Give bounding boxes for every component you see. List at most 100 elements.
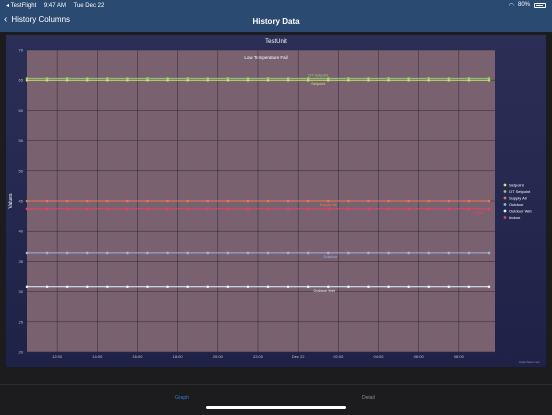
data-point bbox=[45, 207, 49, 211]
data-point bbox=[166, 77, 169, 80]
chart-container: TestUnit Low Temperature Fail Values Hig… bbox=[6, 35, 546, 367]
data-point bbox=[126, 251, 129, 255]
data-point bbox=[387, 285, 390, 289]
chart-credit: Highcharts.com bbox=[519, 360, 540, 364]
data-point bbox=[266, 207, 270, 211]
battery-percent: 80% bbox=[517, 2, 530, 8]
data-point bbox=[306, 207, 310, 211]
data-point bbox=[186, 207, 189, 211]
data-point bbox=[106, 251, 109, 255]
data-point bbox=[487, 77, 491, 80]
data-label: Outdoor Wet bbox=[314, 289, 336, 293]
navigation-bar: ‹ History Columns History Data bbox=[0, 10, 552, 32]
data-point bbox=[25, 251, 29, 255]
data-point bbox=[326, 78, 330, 82]
data-point bbox=[126, 78, 129, 82]
x-tick-label: 18:00 bbox=[173, 354, 184, 359]
data-point bbox=[226, 77, 230, 80]
data-point bbox=[407, 78, 410, 82]
data-point bbox=[146, 78, 149, 82]
data-point bbox=[65, 251, 69, 255]
data-point bbox=[467, 285, 471, 289]
data-point bbox=[106, 78, 109, 82]
y-tick-label: 30 bbox=[19, 289, 24, 294]
data-point bbox=[286, 77, 290, 80]
data-point bbox=[447, 77, 451, 80]
data-point bbox=[347, 207, 350, 211]
data-label: OT Setpoint bbox=[308, 73, 329, 77]
data-point bbox=[186, 77, 189, 80]
legend-marker bbox=[503, 196, 507, 200]
data-point bbox=[306, 251, 310, 255]
data-point bbox=[206, 77, 210, 80]
data-point bbox=[467, 251, 471, 255]
data-point bbox=[367, 251, 370, 255]
data-point bbox=[186, 78, 189, 82]
data-point bbox=[286, 199, 290, 203]
data-point bbox=[266, 78, 270, 82]
data-label: Outdoor bbox=[323, 255, 337, 259]
data-point bbox=[306, 78, 310, 82]
wifi-icon: ◠ bbox=[508, 2, 514, 9]
data-point bbox=[85, 199, 89, 203]
data-point bbox=[246, 207, 250, 211]
data-point bbox=[447, 199, 451, 203]
data-point bbox=[306, 77, 310, 80]
data-point bbox=[487, 285, 491, 289]
data-point bbox=[286, 78, 290, 82]
data-point bbox=[427, 251, 431, 255]
y-tick-label: 50 bbox=[19, 168, 24, 173]
back-button[interactable]: ‹ History Columns bbox=[4, 14, 70, 25]
data-point bbox=[266, 251, 270, 255]
data-point bbox=[387, 77, 390, 80]
data-point bbox=[106, 199, 109, 203]
data-point bbox=[146, 285, 149, 289]
y-tick-label: 55 bbox=[19, 138, 24, 143]
data-point bbox=[126, 207, 129, 211]
data-point bbox=[45, 251, 49, 255]
x-tick-label: Dec 22 bbox=[292, 354, 305, 359]
data-point bbox=[126, 285, 129, 289]
x-tick-label: 04:00 bbox=[373, 354, 384, 359]
data-point bbox=[427, 78, 431, 82]
data-point bbox=[487, 199, 491, 203]
data-point bbox=[447, 251, 451, 255]
data-point bbox=[407, 199, 410, 203]
data-point bbox=[25, 285, 29, 289]
back-label: History Columns bbox=[11, 15, 71, 24]
legend-item: Indoor bbox=[509, 215, 521, 220]
data-point bbox=[186, 285, 189, 289]
y-tick-label: 45 bbox=[19, 199, 24, 204]
data-point bbox=[447, 207, 451, 211]
data-point bbox=[407, 207, 410, 211]
data-point bbox=[367, 207, 370, 211]
home-indicator bbox=[206, 406, 346, 409]
data-point bbox=[25, 77, 29, 80]
data-point bbox=[367, 199, 370, 203]
tab-graph[interactable]: Graph bbox=[175, 395, 189, 401]
data-point bbox=[85, 285, 89, 289]
data-point bbox=[166, 78, 169, 82]
data-point bbox=[206, 285, 210, 289]
data-point bbox=[326, 77, 330, 80]
legend-marker bbox=[503, 190, 507, 193]
carrier-label: ◂ TestFlight bbox=[6, 2, 37, 9]
data-point bbox=[326, 251, 330, 255]
data-point bbox=[146, 251, 149, 255]
data-label: Supply Air bbox=[320, 203, 338, 207]
data-point bbox=[467, 199, 471, 203]
data-point bbox=[206, 78, 210, 82]
data-point bbox=[206, 251, 210, 255]
legend-marker bbox=[503, 183, 507, 187]
status-left: ◂ TestFlight 9:47 AM Tue Dec 22 bbox=[6, 2, 110, 9]
data-point bbox=[206, 199, 210, 203]
data-point bbox=[326, 285, 330, 289]
tab-detail[interactable]: Detail bbox=[362, 395, 375, 401]
data-point bbox=[65, 77, 69, 80]
legend-marker bbox=[503, 209, 507, 213]
data-point bbox=[347, 285, 350, 289]
y-tick-label: 35 bbox=[19, 259, 24, 264]
data-label: Indoor bbox=[474, 211, 486, 215]
data-point bbox=[387, 251, 390, 255]
y-tick-label: 60 bbox=[19, 108, 24, 113]
